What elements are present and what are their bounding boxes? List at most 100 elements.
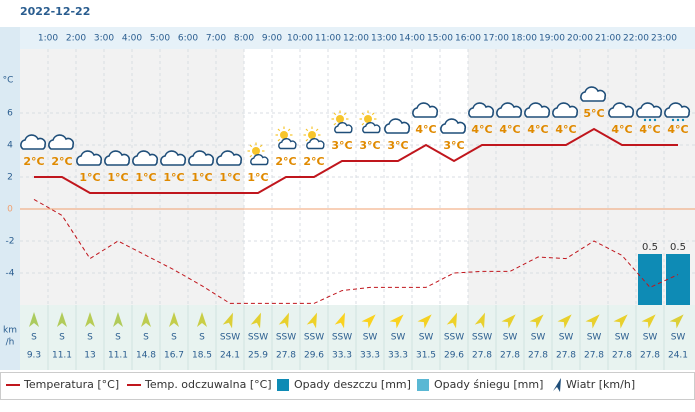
temperature-label: 4°C xyxy=(527,123,548,136)
wind-speed: 31.5 xyxy=(416,351,436,361)
cloud xyxy=(76,150,103,166)
temperature-label: 1°C xyxy=(107,171,128,184)
temperature-label: 3°C xyxy=(359,139,380,152)
temperature-label: 4°C xyxy=(611,123,632,136)
hour-label: 21:00 xyxy=(595,34,621,44)
temperature-label: 1°C xyxy=(79,171,100,184)
hour-header xyxy=(20,27,695,49)
weather-icon xyxy=(306,138,325,150)
weather-icon xyxy=(188,150,215,166)
ray xyxy=(305,128,309,132)
arrow xyxy=(389,314,404,329)
temperature-label: 2°C xyxy=(51,155,72,168)
wind-speed: 33.3 xyxy=(388,351,408,361)
arrow xyxy=(113,312,123,327)
cloud xyxy=(188,150,215,166)
wind-direction: SW xyxy=(531,333,546,343)
wind-direction: S xyxy=(115,333,121,343)
weather-icon xyxy=(496,102,523,118)
sun xyxy=(336,115,344,123)
wind-speed: 11.1 xyxy=(52,351,72,361)
ray xyxy=(249,144,253,148)
wind-arrow xyxy=(417,314,432,329)
wind-arrow xyxy=(529,314,544,329)
wind-arrow xyxy=(641,314,656,329)
weather-icon xyxy=(104,150,131,166)
axis-strip xyxy=(0,27,20,370)
arrow xyxy=(334,312,345,329)
rain-drop xyxy=(643,118,647,122)
ray xyxy=(287,128,291,132)
temperature-label: 4°C xyxy=(499,123,520,136)
y-tick-label: 4 xyxy=(7,141,13,151)
wind-direction: SSW xyxy=(220,333,240,343)
precip-label: 0.5 xyxy=(642,242,658,253)
legend-label: Temp. odczuwalna [°C] xyxy=(144,378,272,391)
wind-speed: 11.1 xyxy=(108,351,128,361)
ray xyxy=(277,128,281,132)
weather-icon xyxy=(48,134,75,150)
hour-label: 19:00 xyxy=(539,34,565,44)
weather-icon xyxy=(552,102,579,118)
cloud xyxy=(496,102,523,118)
weather-icon xyxy=(440,118,467,134)
ray xyxy=(361,112,365,116)
hour-label: 11:00 xyxy=(315,34,341,44)
hour-label: 2:00 xyxy=(66,34,86,44)
wind-direction: SW xyxy=(587,333,602,343)
temperature-label: 1°C xyxy=(163,171,184,184)
temperature-label: 4°C xyxy=(415,123,436,136)
cloud xyxy=(524,102,551,118)
ray xyxy=(315,128,319,132)
wind-arrow xyxy=(250,312,261,329)
cloud xyxy=(216,150,243,166)
wind-speed: 13 xyxy=(84,351,95,361)
wind-speed: 27.8 xyxy=(640,351,660,361)
wind-direction: SW xyxy=(419,333,434,343)
arrow xyxy=(222,312,233,329)
temperature-label: 1°C xyxy=(135,171,156,184)
wind-direction: SW xyxy=(671,333,686,343)
temperature-label: 4°C xyxy=(471,123,492,136)
arrow xyxy=(585,314,600,329)
arrow xyxy=(141,312,151,327)
y-tick-label: 0 xyxy=(7,205,13,215)
ray xyxy=(343,112,347,116)
wind-direction: SSW xyxy=(444,333,464,343)
temperature-label: 4°C xyxy=(639,123,660,136)
wind-direction: SSW xyxy=(276,333,296,343)
weather-icon xyxy=(132,150,159,166)
weather-icon xyxy=(412,102,439,118)
ray xyxy=(249,154,253,158)
weather-icon xyxy=(334,122,353,134)
arrow xyxy=(306,312,317,329)
weather-icon xyxy=(362,122,381,134)
legend-box xyxy=(0,372,695,400)
hour-label: 6:00 xyxy=(178,34,198,44)
wind-direction: S xyxy=(171,333,177,343)
weather-icon xyxy=(608,102,635,118)
hour-label: 7:00 xyxy=(206,34,226,44)
cloud xyxy=(412,102,439,118)
precip-bar xyxy=(666,254,690,305)
wind-arrow xyxy=(113,312,123,327)
arrow xyxy=(557,314,572,329)
legend-arrow xyxy=(553,378,561,392)
wind-arrow xyxy=(613,314,628,329)
rain-drop xyxy=(671,118,675,122)
wind-arrow xyxy=(474,312,485,329)
temperature-label: 2°C xyxy=(303,155,324,168)
legend-label: Opady śniegu [mm] xyxy=(434,378,543,391)
sun-icon xyxy=(247,142,265,160)
wind-arrow xyxy=(334,312,345,329)
sun xyxy=(364,115,372,123)
y-axis-label: °C xyxy=(3,76,14,86)
wind-arrow xyxy=(669,314,684,329)
wind-speed: 25.9 xyxy=(248,351,268,361)
ray xyxy=(333,122,337,126)
wind-speed: 29.6 xyxy=(444,351,464,361)
wind-unit: km xyxy=(3,326,17,336)
rain-drop xyxy=(653,118,657,122)
ray xyxy=(371,112,375,116)
wind-speed: 24.1 xyxy=(668,351,688,361)
